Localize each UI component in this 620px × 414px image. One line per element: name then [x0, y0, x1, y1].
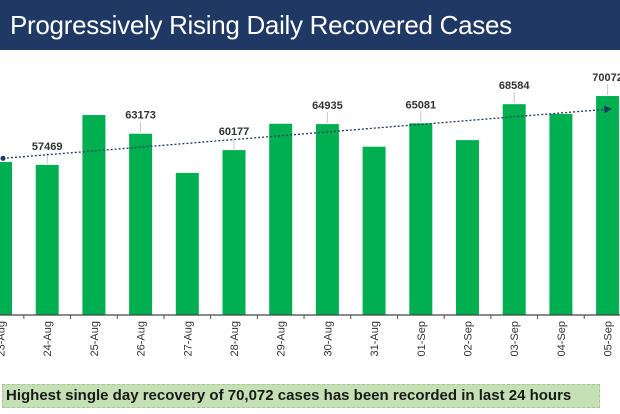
bar-28-Aug [222, 150, 246, 315]
highlight-callout: Highest single day recovery of 70,072 ca… [2, 384, 600, 408]
x-tick-label: 28-Aug [229, 321, 241, 356]
recovered-cases-bar-chart: 23-Aug 57469 24-Aug 25-Aug 63173 26-Aug 27-Aug… [0, 72, 620, 356]
bar-31-Aug [362, 146, 386, 315]
x-tick-label: 31-Aug [369, 321, 381, 356]
x-tick-label: 30-Aug [322, 321, 334, 356]
x-tick-label: 02-Sep [463, 321, 475, 356]
x-tick-label: 24-Aug [42, 321, 54, 356]
x-tick-label: 25-Aug [89, 321, 101, 356]
x-tick-label: 03-Sep [509, 321, 521, 356]
bar-01-Sep [409, 123, 433, 315]
data-label: 60177 [219, 126, 250, 138]
x-tick-label: 05-Sep [603, 321, 615, 356]
bar-30-Aug [315, 124, 339, 315]
trendline [2, 105, 612, 159]
x-tick-label: 26-Aug [136, 321, 148, 356]
bar-24-Aug [35, 164, 59, 315]
data-label: 68584 [499, 80, 530, 92]
data-label: 70072 [592, 72, 620, 84]
bar-05-Sep [596, 96, 620, 315]
data-label: 64935 [312, 100, 343, 112]
data-label: 63173 [125, 110, 156, 122]
x-tick-label: 01-Sep [416, 321, 428, 356]
data-label: 65081 [406, 99, 437, 111]
bar-26-Aug [129, 133, 153, 315]
x-tick-label: 23-Aug [0, 321, 8, 356]
bar-02-Sep [456, 140, 479, 315]
page-title: Progressively Rising Daily Recovered Cas… [0, 0, 620, 50]
bar-03-Sep [502, 104, 526, 315]
x-tick-label: 29-Aug [276, 321, 288, 356]
trendline-start-dot [0, 155, 6, 161]
bar-04-Sep [549, 113, 573, 315]
bar-23-Aug [0, 162, 12, 315]
bar-25-Aug [82, 115, 106, 315]
x-tick-label: 27-Aug [182, 321, 194, 356]
bar-29-Aug [269, 123, 293, 315]
data-label: 57469 [32, 141, 63, 153]
bar-27-Aug [175, 172, 199, 315]
x-tick-label: 04-Sep [556, 321, 568, 356]
